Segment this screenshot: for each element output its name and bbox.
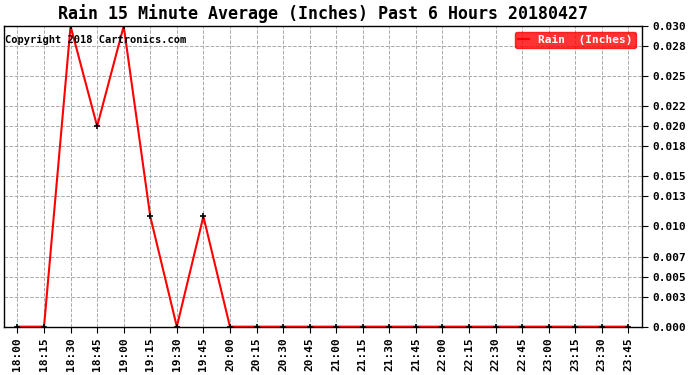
Legend: Rain  (Inches): Rain (Inches) [515, 32, 636, 48]
Title: Rain 15 Minute Average (Inches) Past 6 Hours 20180427: Rain 15 Minute Average (Inches) Past 6 H… [58, 4, 588, 23]
Text: Copyright 2018 Cartronics.com: Copyright 2018 Cartronics.com [6, 35, 187, 45]
